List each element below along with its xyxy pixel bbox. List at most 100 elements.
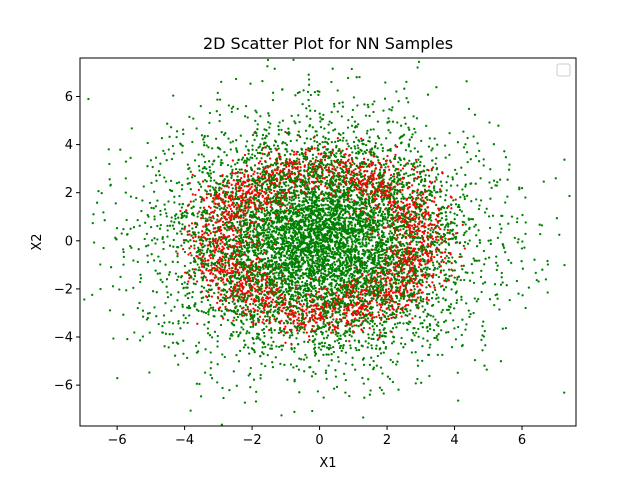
scatter-point [226, 296, 229, 300]
scatter-point [504, 201, 507, 204]
scatter-point [464, 223, 467, 226]
scatter-point [434, 288, 437, 292]
scatter-point [200, 310, 203, 313]
scatter-point [155, 291, 158, 294]
scatter-point [164, 302, 167, 305]
scatter-point [357, 146, 360, 150]
scatter-point [386, 216, 390, 219]
scatter-point [427, 224, 430, 227]
scatter-point [424, 266, 427, 269]
scatter-point [206, 327, 210, 330]
scatter-point [380, 143, 383, 146]
scatter-point [191, 227, 194, 230]
scatter-point [180, 232, 183, 236]
scatter-point [199, 242, 202, 245]
scatter-point [342, 200, 346, 203]
scatter-point [445, 214, 448, 218]
scatter-point [438, 282, 441, 285]
scatter-point [434, 218, 438, 221]
scatter-point [383, 335, 386, 338]
scatter-point [401, 242, 405, 246]
scatter-point [268, 212, 272, 216]
scatter-point [168, 224, 172, 227]
scatter-point [445, 254, 448, 258]
scatter-point [414, 351, 417, 354]
scatter-point [225, 154, 228, 157]
scatter-point [375, 315, 378, 319]
scatter-point [182, 321, 185, 324]
scatter-point [260, 162, 263, 166]
scatter-point [359, 245, 362, 248]
scatter-point [404, 148, 408, 152]
scatter-point [495, 255, 498, 258]
scatter-point [154, 205, 158, 208]
scatter-point [418, 316, 422, 319]
scatter-point [192, 117, 195, 120]
scatter-point [436, 190, 439, 194]
scatter-point [472, 281, 476, 285]
scatter-point [236, 175, 239, 178]
scatter-point [254, 278, 258, 281]
scatter-point [305, 208, 308, 212]
scatter-point [228, 181, 231, 185]
scatter-point [273, 189, 276, 193]
scatter-point [395, 313, 398, 317]
scatter-point [285, 143, 289, 147]
scatter-point [391, 380, 395, 384]
scatter-point [463, 221, 466, 224]
scatter-point [437, 300, 440, 304]
scatter-point [237, 335, 240, 338]
scatter-point [411, 191, 414, 195]
scatter-point [354, 317, 357, 320]
scatter-point [158, 173, 161, 177]
scatter-point [287, 236, 290, 240]
scatter-point [365, 207, 368, 210]
scatter-point [152, 259, 156, 262]
scatter-point [317, 93, 320, 97]
scatter-point [419, 236, 422, 240]
scatter-point [416, 177, 419, 180]
scatter-point [240, 326, 243, 329]
scatter-point [393, 244, 396, 247]
scatter-point [317, 245, 320, 248]
scatter-point [251, 325, 255, 328]
scatter-point [305, 279, 309, 283]
scatter-point [314, 220, 318, 224]
scatter-point [260, 211, 263, 214]
scatter-point [274, 256, 278, 259]
scatter-point [374, 251, 377, 255]
scatter-point [191, 290, 194, 294]
scatter-point [249, 82, 252, 85]
scatter-point [409, 150, 412, 153]
scatter-point [243, 153, 247, 157]
scatter-point [108, 162, 111, 166]
scatter-point [375, 324, 379, 328]
scatter-point [252, 323, 255, 326]
scatter-point [274, 139, 277, 142]
scatter-point [324, 184, 327, 188]
scatter-point [233, 316, 236, 319]
scatter-point [421, 257, 424, 261]
scatter-point [304, 151, 307, 154]
scatter-point [453, 222, 456, 225]
scatter-point [299, 303, 302, 306]
scatter-point [200, 200, 203, 204]
scatter-point [255, 186, 259, 189]
scatter-point [447, 268, 451, 271]
scatter-point [262, 318, 265, 321]
scatter-point [368, 150, 371, 154]
scatter-point [488, 226, 492, 230]
scatter-point [456, 399, 460, 402]
scatter-point [219, 239, 223, 242]
scatter-point [253, 283, 256, 286]
scatter-point [378, 168, 382, 171]
scatter-point [412, 168, 416, 172]
scatter-point [293, 271, 296, 274]
points-layer [83, 58, 571, 426]
scatter-point [168, 333, 171, 336]
scatter-point [414, 253, 417, 256]
scatter-point [399, 228, 402, 231]
scatter-point [462, 244, 465, 248]
scatter-point [399, 124, 403, 127]
scatter-point [207, 259, 210, 262]
